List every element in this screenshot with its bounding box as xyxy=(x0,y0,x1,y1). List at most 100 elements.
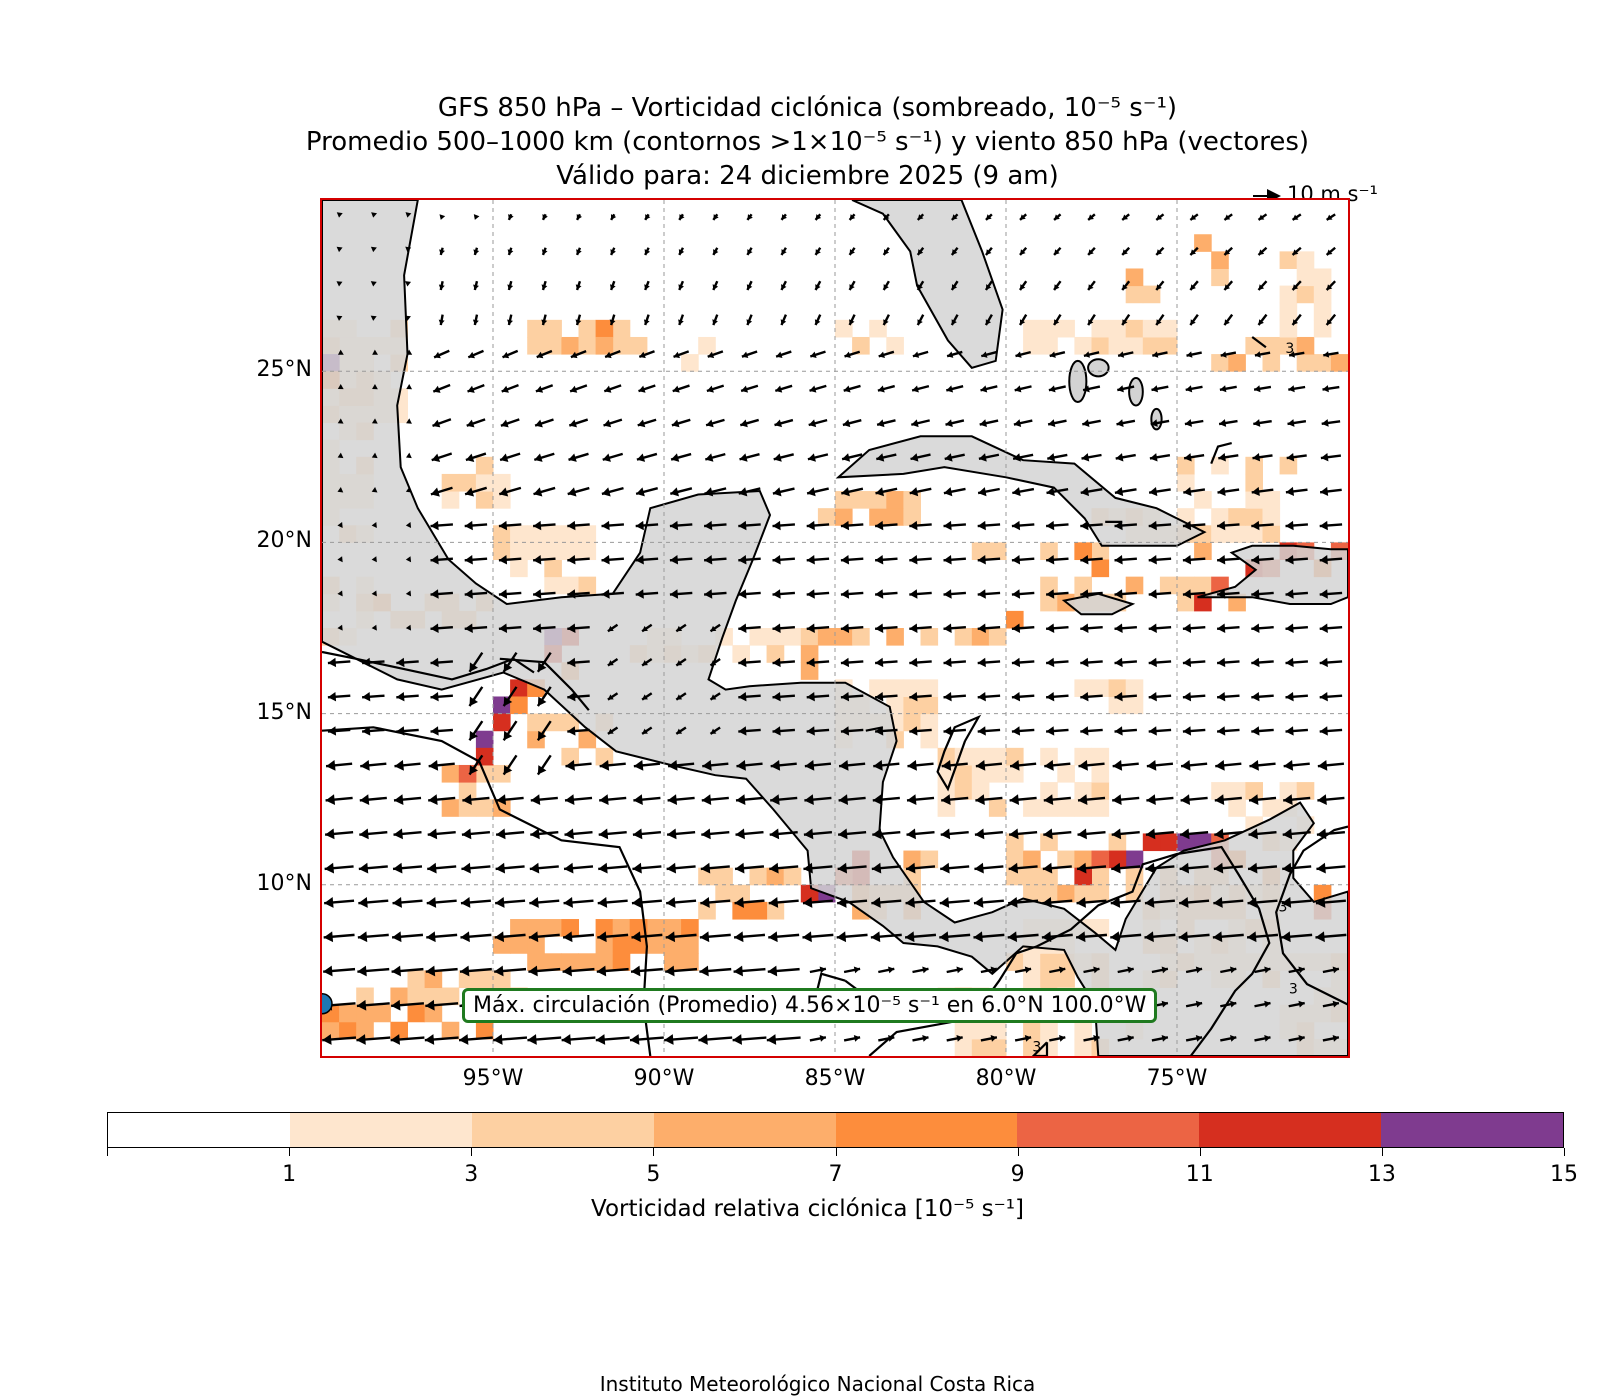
wind-vector xyxy=(371,556,377,563)
wind-vector xyxy=(746,213,753,221)
wind-vector xyxy=(738,520,761,531)
wind-vector xyxy=(1148,692,1172,702)
wind-vector xyxy=(432,383,451,393)
wind-vector xyxy=(1185,966,1203,974)
wind-vector xyxy=(814,314,822,326)
wind-vector xyxy=(840,520,864,531)
wind-vector xyxy=(1315,931,1347,943)
wind-vector xyxy=(1315,897,1346,908)
wind-vector xyxy=(1286,452,1307,462)
wind-vector xyxy=(1322,1035,1340,1042)
wind-vector xyxy=(641,726,653,735)
wind-vector xyxy=(495,828,525,840)
vorticity-cell xyxy=(1074,679,1092,697)
wind-vector xyxy=(1112,759,1139,771)
vorticity-cell xyxy=(937,799,956,817)
wind-vector xyxy=(735,794,764,806)
wind-vector xyxy=(875,692,898,702)
vorticity-cell xyxy=(1211,508,1229,526)
wind-vector xyxy=(1049,1035,1066,1042)
wind-vector xyxy=(467,349,484,359)
wind-vector xyxy=(428,759,455,771)
vorticity-cell xyxy=(407,1004,426,1023)
vorticity-cell xyxy=(988,542,1007,561)
wind-vector xyxy=(1114,623,1137,633)
wind-vector xyxy=(460,931,492,943)
wind-vector xyxy=(430,657,453,668)
wind-vector xyxy=(943,589,966,599)
vorticity-cell xyxy=(1091,850,1110,869)
wind-vector xyxy=(575,280,582,291)
vorticity-cell xyxy=(322,1021,340,1040)
wind-vector xyxy=(1288,351,1305,358)
vorticity-cell xyxy=(1040,576,1058,595)
wind-vector xyxy=(533,520,556,531)
wind-vector xyxy=(468,651,484,673)
wind-vector xyxy=(536,720,552,741)
wind-vector xyxy=(1146,794,1174,806)
colorbar-segment xyxy=(471,1113,654,1147)
colorbar xyxy=(107,1112,1564,1148)
wind-vector xyxy=(943,623,966,633)
wind-vector xyxy=(911,384,930,393)
wind-vector xyxy=(977,487,1000,497)
wind-vector xyxy=(327,726,351,736)
wind-vector xyxy=(536,686,552,707)
wind-vector xyxy=(977,555,1001,565)
wind-vector xyxy=(1220,1000,1237,1008)
wind-vector xyxy=(370,281,377,287)
wind-vector xyxy=(528,965,561,977)
wind-vector xyxy=(632,862,662,874)
wind-vector xyxy=(709,726,721,735)
wind-vector xyxy=(707,350,724,359)
wind-vector xyxy=(1220,1035,1237,1042)
wind-vector xyxy=(473,280,479,291)
max-marker-layer xyxy=(322,993,333,1015)
gridlines xyxy=(322,200,1348,1056)
vorticity-cell xyxy=(339,1004,357,1023)
vorticity-contour xyxy=(1210,442,1232,465)
vorticity-cell xyxy=(1159,833,1178,852)
wind-vector xyxy=(1182,520,1206,531)
vorticity-cell xyxy=(407,970,426,989)
vorticity-cell xyxy=(664,953,682,971)
wind-vector xyxy=(1080,726,1103,736)
wind-vector xyxy=(439,247,445,256)
wind-vector xyxy=(494,931,526,943)
vorticity-cell xyxy=(1296,336,1315,355)
wind-vector xyxy=(1323,351,1339,358)
wind-vector xyxy=(769,828,798,840)
wind-vector xyxy=(704,452,726,462)
wind-vector xyxy=(1014,966,1032,974)
vorticity-cell xyxy=(1211,268,1229,287)
wind-vector xyxy=(1291,313,1302,326)
vorticity-cell xyxy=(578,730,597,749)
wind-vector xyxy=(371,212,378,218)
title-line-2: Promedio 500–1000 km (contornos >1×10⁻⁵ … xyxy=(305,127,1310,157)
wind-vector xyxy=(1288,1035,1305,1042)
wind-vector xyxy=(767,965,800,977)
vorticity-cell xyxy=(886,491,904,509)
wind-vector xyxy=(567,657,590,668)
vorticity-cell xyxy=(920,679,939,697)
vorticity-cell xyxy=(1023,953,1041,971)
wind-vector xyxy=(1217,520,1240,531)
wind-vector xyxy=(1257,313,1268,326)
wind-vector xyxy=(675,623,687,633)
wind-vector xyxy=(875,555,898,565)
vorticity-cell xyxy=(424,970,443,989)
wind-vector xyxy=(1007,931,1039,943)
wind-vector xyxy=(507,213,514,221)
vorticity-cell xyxy=(441,764,460,783)
wind-vector xyxy=(1008,897,1039,908)
wind-vector xyxy=(1149,453,1171,462)
wind-vector xyxy=(1189,280,1199,291)
wind-vector xyxy=(905,862,936,874)
colorbar-tick-label: 5 xyxy=(646,1162,661,1187)
wind-vector xyxy=(878,1035,895,1042)
vorticity-cell xyxy=(886,628,904,646)
vorticity-cell xyxy=(1279,336,1298,355)
wind-vector xyxy=(567,555,590,565)
vorticity-cell xyxy=(1023,336,1041,355)
wind-vector xyxy=(575,314,582,326)
